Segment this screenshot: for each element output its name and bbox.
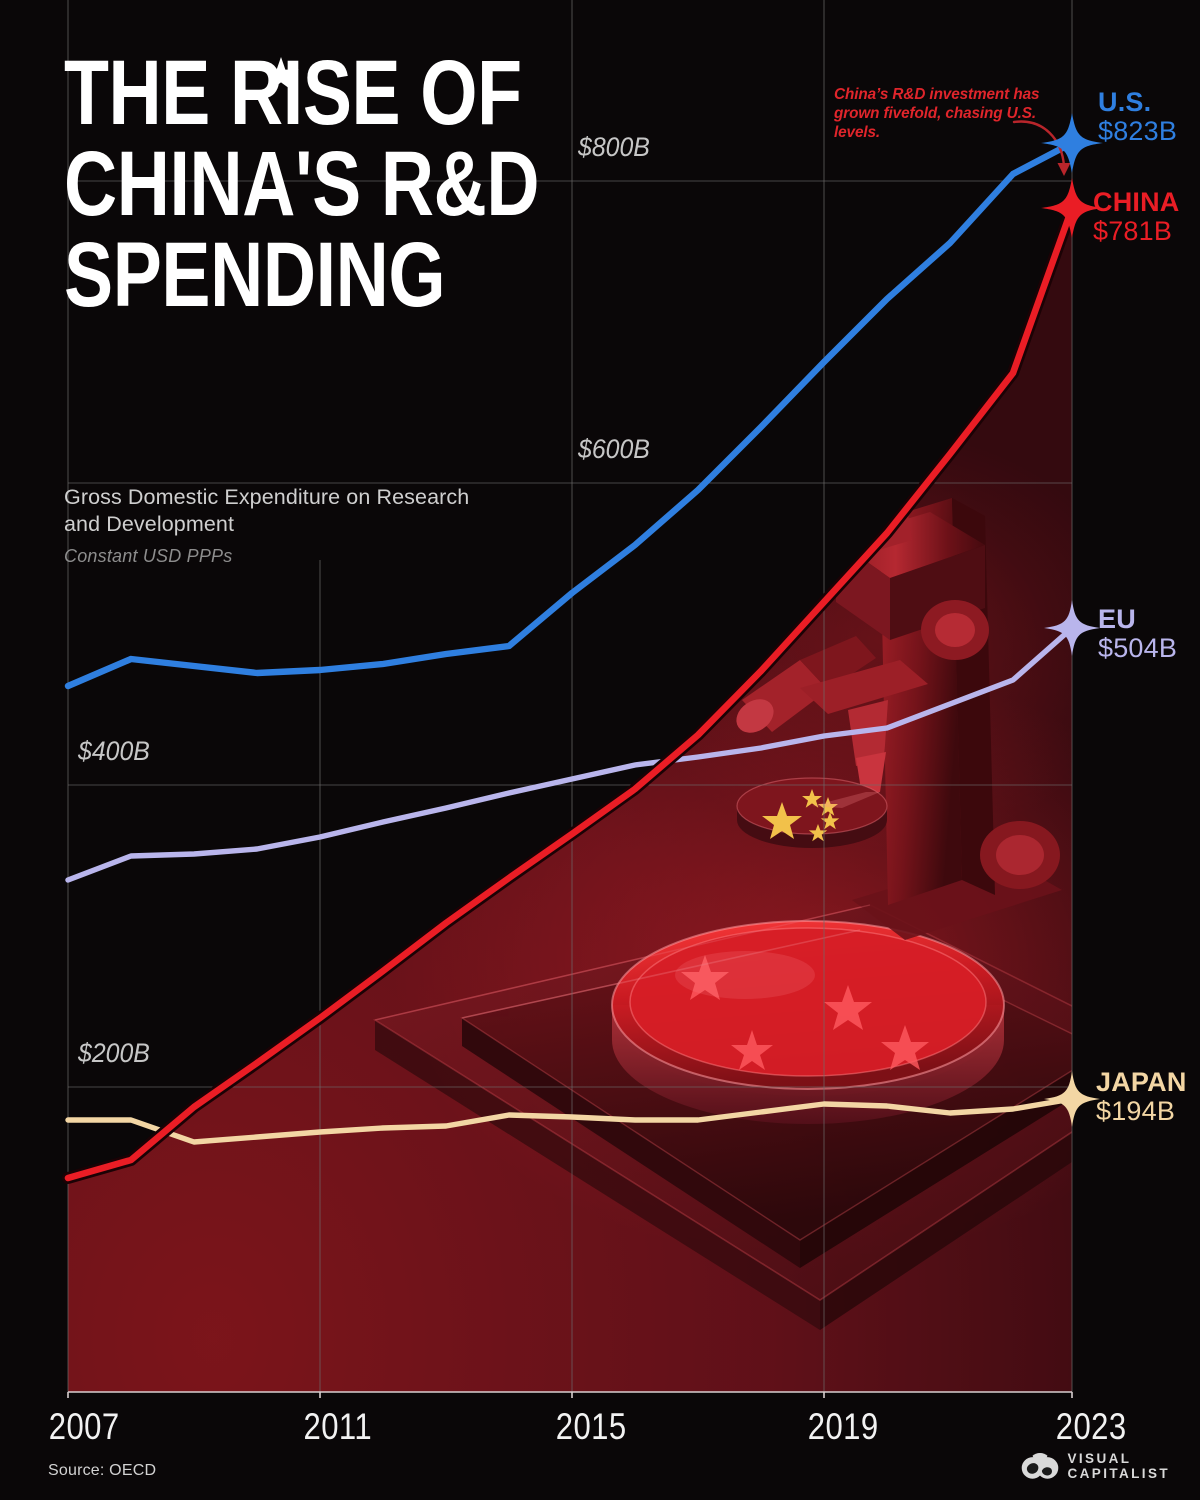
- series-label-us-value: $823B: [1098, 116, 1178, 147]
- annotation-arrow: [1012, 120, 1071, 176]
- series-label-china-name: CHINA: [1093, 187, 1180, 217]
- gridlines-horizontal: [68, 180, 1072, 1088]
- title-line-2: CHINA'S R&D: [64, 132, 540, 235]
- title-line-1: THE RISE OF: [64, 42, 522, 144]
- endpoint-marker-us: [1041, 113, 1103, 173]
- subtitle-block: Gross Domestic Expenditure on Research a…: [64, 484, 494, 567]
- binoculars-globe-icon: [1021, 1452, 1058, 1479]
- series-label-japan: JAPAN $194B: [1096, 1068, 1187, 1126]
- series-label-china-value: $781B: [1093, 216, 1173, 247]
- x-tick-2015: 2015: [555, 1406, 627, 1447]
- x-tick-2011: 2011: [303, 1406, 373, 1447]
- logo-text: VISUAL CAPITALIST: [1068, 1452, 1171, 1481]
- visual-capitalist-logo[interactable]: VISUAL CAPITALIST: [1021, 1452, 1171, 1482]
- series-label-japan-name: JAPAN: [1096, 1067, 1187, 1097]
- x-tick-2007: 2007: [48, 1406, 120, 1447]
- y-tick-600b: $600B: [578, 434, 650, 464]
- subtitle-note: Constant USD PPPs: [64, 546, 233, 567]
- y-tick-200b: $200B: [78, 1038, 150, 1068]
- x-tick-2019: 2019: [807, 1406, 879, 1447]
- endpoint-marker-eu: [1044, 600, 1100, 656]
- source-note: Source: OECD: [48, 1462, 157, 1479]
- y-tick-400b: $400B: [78, 736, 150, 766]
- subtitle-main: Gross Domestic Expenditure on Research a…: [64, 485, 470, 537]
- series-line-us: [64, 139, 1076, 690]
- y-tick-800b: $800B: [578, 132, 650, 162]
- endpoint-marker-china: [1041, 178, 1103, 238]
- series-label-eu: EU $504B: [1098, 605, 1177, 663]
- series-label-eu-name: EU: [1098, 604, 1136, 634]
- logo-line-2: CAPITALIST: [1067, 1466, 1170, 1481]
- series-label-us: U.S. $823B: [1098, 88, 1177, 146]
- series-label-us-name: U.S.: [1098, 87, 1152, 117]
- page-title: THE RISE OF CHINA'S R&D SPENDING: [64, 42, 584, 326]
- annotation-text: China’s R&D investment has grown fivefol…: [834, 86, 1040, 141]
- endpoint-marker-japan: [1044, 1071, 1100, 1127]
- series-line-china: [64, 204, 1076, 1182]
- x-axis-ticks: [67, 1392, 1073, 1398]
- series-label-eu-value: $504B: [1098, 633, 1178, 664]
- series-line-japan: [65, 1096, 1075, 1145]
- star-icon: [263, 56, 299, 91]
- series-line-china-outline: [62, 202, 1078, 1184]
- x-tick-2023: 2023: [1055, 1406, 1127, 1447]
- title-line-3: SPENDING: [64, 223, 446, 326]
- logo-line-1: VISUAL: [1067, 1451, 1132, 1467]
- series-label-china: CHINA $781B: [1093, 188, 1180, 246]
- series-label-japan-value: $194B: [1096, 1096, 1176, 1127]
- series-line-eu: [65, 625, 1075, 883]
